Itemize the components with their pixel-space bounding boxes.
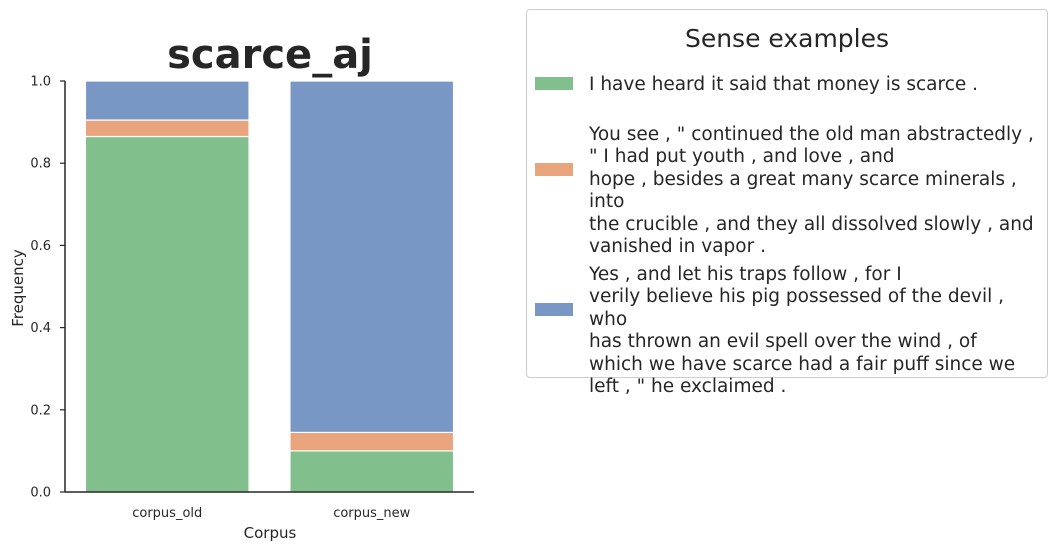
legend-swatch-2 — [535, 163, 573, 176]
bar-corpus_old-segment-1 — [84, 135, 250, 493]
legend-text-2: You see , " continued the old man abstra… — [589, 124, 1034, 258]
y-tick-label: 0.2 — [30, 403, 51, 418]
bar-corpus_old-segment-3 — [84, 80, 250, 121]
y-ticks-group: 0.0 0.2 0.4 0.6 0.8 1.0 — [30, 75, 65, 501]
bars-group — [84, 80, 455, 493]
x-axis-label: Corpus — [244, 524, 297, 542]
y-tick-label: 0.4 — [30, 321, 51, 336]
x-tick-label: corpus_old — [132, 506, 202, 521]
y-axis-label: Frequency — [9, 249, 27, 327]
x-tick-label: corpus_new — [333, 506, 410, 521]
legend-swatch-3 — [535, 303, 573, 316]
y-tick-label: 0.0 — [30, 486, 51, 501]
y-tick-label: 1.0 — [30, 75, 51, 90]
bar-corpus_old-segment-2 — [84, 119, 250, 138]
legend-swatch-1 — [535, 77, 573, 90]
legend: Sense examples I have heard it said that… — [526, 9, 1048, 397]
y-tick-label: 0.8 — [30, 157, 51, 172]
y-tick-label: 0.6 — [30, 239, 51, 254]
bar-corpus_new-segment-3 — [289, 80, 455, 434]
bar-corpus_new-segment-2 — [289, 431, 455, 452]
legend-title: Sense examples — [684, 24, 890, 53]
bar-corpus_new-segment-1 — [289, 450, 455, 493]
chart-title: scarce_aj — [167, 32, 373, 78]
legend-text-1: I have heard it said that money is scarc… — [589, 74, 979, 95]
x-ticks-group: corpus_old corpus_new — [132, 506, 410, 521]
legend-text-3: Yes , and let his traps follow , for I v… — [589, 264, 1016, 398]
